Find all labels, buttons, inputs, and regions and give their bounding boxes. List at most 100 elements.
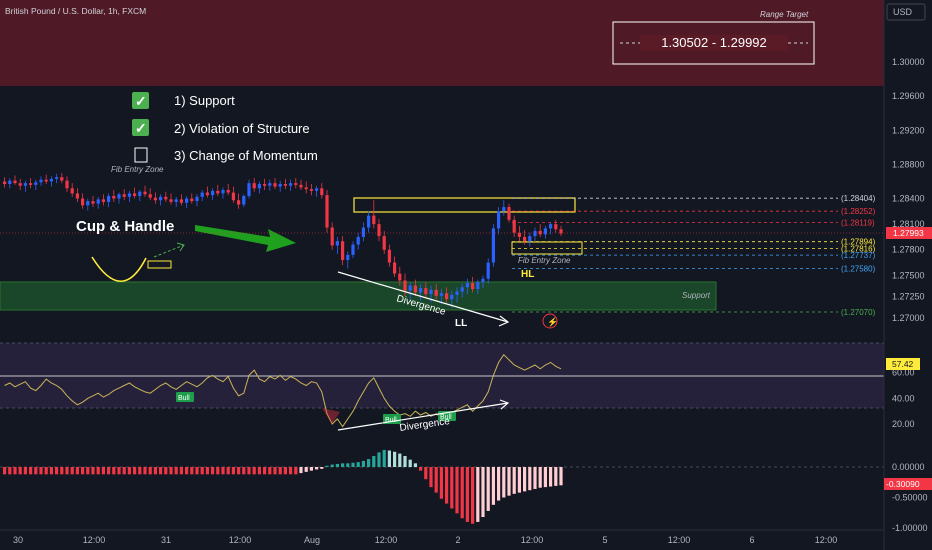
- checklist-item-2: 2) Violation of Structure: [174, 121, 310, 136]
- candle: [29, 178, 33, 189]
- bull-badge: Bull: [176, 392, 194, 402]
- time-tick-label: 30: [13, 535, 23, 545]
- candle: [257, 181, 261, 194]
- time-tick-label: 5: [602, 535, 607, 545]
- macd-bar: [185, 467, 189, 475]
- level-label: (1.27580): [841, 265, 876, 274]
- price-tick-label: 1.27500: [892, 270, 925, 280]
- macd-bar: [325, 465, 329, 467]
- candle: [408, 282, 412, 300]
- candle: [143, 185, 147, 197]
- level-label: (1.27070): [841, 308, 876, 317]
- macd-bar: [559, 467, 563, 486]
- macd-bar: [216, 467, 220, 475]
- check-box-1: [132, 92, 149, 109]
- candle: [231, 186, 235, 203]
- check-box-3: [134, 147, 148, 163]
- macd-bar: [169, 467, 173, 475]
- price-tick-label: 1.27000: [892, 313, 925, 323]
- candle: [413, 279, 417, 296]
- candle: [419, 283, 423, 301]
- candle: [211, 188, 215, 201]
- macd-bar: [471, 467, 475, 524]
- macd-bar: [304, 467, 308, 472]
- range-target-box: [612, 21, 815, 65]
- svg-text:⚡: ⚡: [547, 316, 558, 328]
- candle: [528, 232, 532, 247]
- candle: [127, 190, 131, 202]
- candle: [543, 225, 547, 239]
- candle: [315, 185, 319, 197]
- svg-text:✓: ✓: [135, 93, 147, 109]
- macd-bar: [263, 467, 267, 475]
- candle: [164, 191, 168, 202]
- macd-bar: [117, 467, 121, 475]
- macd-bar: [112, 467, 116, 475]
- macd-bar: [523, 467, 527, 492]
- macd-bar: [445, 467, 449, 504]
- macd-bar: [159, 467, 163, 475]
- currency-button[interactable]: [886, 3, 926, 21]
- macd-bar: [107, 467, 111, 475]
- chart-title: British Pound / U.S. Dollar, 1h, FXCM: [5, 6, 146, 16]
- candle: [190, 193, 194, 204]
- macd-bar: [60, 467, 64, 475]
- candle: [55, 173, 59, 184]
- level-label: (1.28252): [841, 207, 876, 216]
- macd-bar: [351, 462, 355, 467]
- macd-bar: [247, 467, 251, 475]
- candle: [460, 283, 464, 298]
- macd-bar: [320, 467, 324, 469]
- macd-bar: [179, 467, 183, 475]
- price-tick-label: 1.27800: [892, 245, 925, 255]
- candle: [75, 188, 79, 202]
- candle: [330, 222, 334, 250]
- macd-bar: [502, 467, 506, 498]
- range-target-value: 1.30502 - 1.29992: [661, 35, 767, 50]
- candle: [159, 194, 163, 206]
- macd-bar: [127, 467, 131, 475]
- candle: [34, 179, 38, 190]
- resistance-box: [353, 197, 576, 213]
- macd-bar: [3, 467, 7, 475]
- candle: [174, 196, 178, 208]
- macd-histogram: [3, 449, 563, 524]
- macd-bar: [372, 456, 376, 467]
- macd-bar: [361, 460, 365, 467]
- macd-tick-label: 0.00000: [892, 462, 925, 472]
- price-axis[interactable]: 1.30000 1.29600 1.29200 1.28800 1.28400 1.281…: [892, 57, 925, 323]
- candle: [325, 190, 329, 233]
- candle: [8, 178, 12, 189]
- candle: [554, 219, 558, 233]
- macd-bar: [486, 467, 490, 511]
- candle: [138, 190, 142, 202]
- alert-icon[interactable]: [542, 313, 558, 329]
- macd-bar: [543, 467, 547, 488]
- candle: [377, 219, 381, 242]
- rsi-last-badge: 57.42: [886, 358, 920, 370]
- macd-bar: [221, 467, 225, 475]
- level-label: (1.28404): [841, 194, 876, 203]
- time-axis[interactable]: 30 12:00 31 12:00 Aug 12:00 2 12:00 5 12:00 6 12:00: [13, 535, 837, 545]
- candle: [445, 287, 449, 303]
- checklist: ✓ 1) Support ✓ 2) Violation of Structure…: [132, 92, 318, 163]
- candle: [512, 215, 516, 237]
- candle: [44, 174, 48, 185]
- macd-bar: [29, 467, 33, 475]
- candle: [491, 224, 495, 267]
- candle: [200, 190, 204, 202]
- macd-bar: [164, 467, 168, 475]
- last-price-badge: 1.27993: [886, 227, 932, 239]
- candle: [91, 195, 95, 208]
- macd-bar: [200, 467, 204, 475]
- price-levels: (1.28404)(1.28252)(1.28119)(1.27894)(1.2…: [512, 194, 876, 317]
- macd-bar: [346, 463, 350, 467]
- candle: [169, 193, 173, 205]
- candle: [289, 179, 293, 191]
- candle: [434, 283, 438, 300]
- rsi-divergence-line: [337, 402, 509, 431]
- macd-bar: [403, 456, 407, 467]
- macd-bar: [133, 467, 137, 475]
- candle: [205, 186, 209, 198]
